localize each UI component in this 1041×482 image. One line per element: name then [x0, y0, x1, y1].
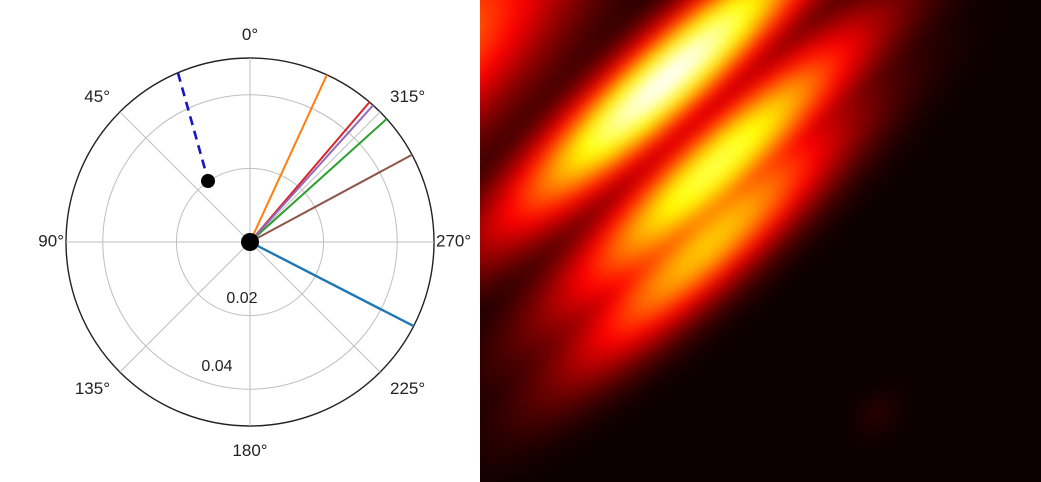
svg-text:45°: 45°: [84, 87, 110, 106]
svg-text:0.04: 0.04: [201, 358, 232, 375]
svg-text:315°: 315°: [390, 87, 425, 106]
svg-text:90°: 90°: [38, 231, 64, 250]
svg-text:180°: 180°: [232, 441, 267, 460]
svg-text:270°: 270°: [436, 231, 471, 250]
svg-text:0.02: 0.02: [226, 290, 257, 307]
svg-text:0°: 0°: [242, 25, 258, 44]
svg-text:225°: 225°: [390, 379, 425, 398]
svg-text:135°: 135°: [75, 379, 110, 398]
